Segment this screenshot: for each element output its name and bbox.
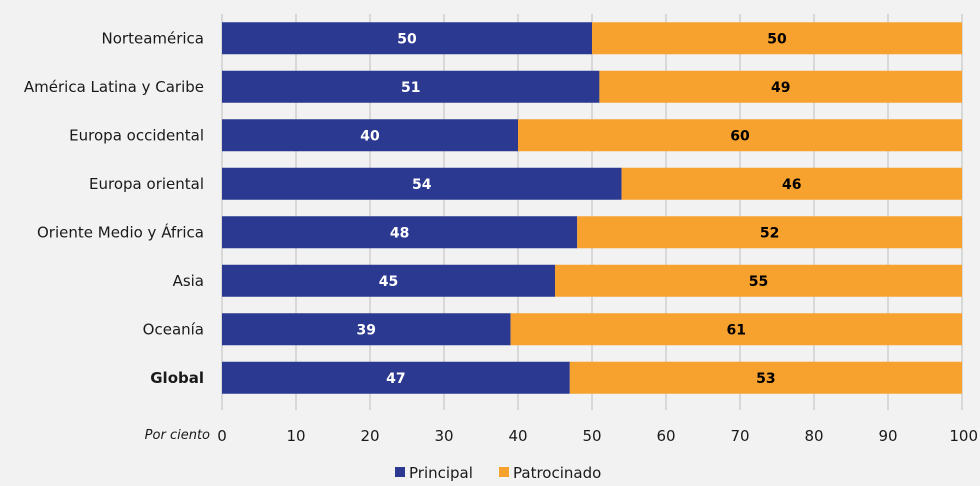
- x-tick-label: 10: [286, 427, 305, 445]
- x-tick-label: 40: [508, 427, 527, 445]
- value-label: 50: [767, 31, 787, 47]
- category-label: Europa occidental: [69, 126, 204, 144]
- x-tick-label: 70: [730, 427, 749, 445]
- category-label: América Latina y Caribe: [24, 78, 204, 96]
- category-labels: Norteamérica América Latina y Caribe Europ…: [24, 29, 204, 387]
- bar-principal: [222, 361, 570, 394]
- bar-principal: [222, 119, 518, 152]
- bar-patrocinado: [592, 22, 962, 55]
- category-label: Oriente Medio y África: [37, 222, 204, 241]
- legend: Principal Patrocinado: [395, 464, 601, 482]
- category-label: Global: [150, 369, 204, 387]
- x-tick-label: 50: [582, 427, 601, 445]
- legend-label: Principal: [409, 464, 473, 482]
- bars: 50 50 51 49 40 60 54 46 48 52 45 55 39 61 47 53: [222, 22, 962, 394]
- value-label: 55: [749, 274, 768, 290]
- bar-principal: [222, 264, 555, 297]
- bar-principal: [222, 167, 622, 200]
- value-label: 49: [771, 80, 790, 96]
- x-tick-label: 0: [217, 427, 227, 445]
- bar-principal: [222, 313, 511, 346]
- value-label: 50: [397, 31, 417, 47]
- x-tick-label: 90: [878, 427, 897, 445]
- x-axis-unit-label: Por ciento: [145, 428, 210, 443]
- value-label: 61: [727, 322, 746, 338]
- bar-patrocinado: [599, 70, 962, 103]
- category-label: Asia: [173, 272, 204, 290]
- value-label: 40: [360, 128, 380, 144]
- category-label: Europa oriental: [89, 175, 204, 193]
- legend-swatch: [499, 467, 509, 477]
- bar-patrocinado: [555, 264, 962, 297]
- value-label: 45: [379, 274, 398, 290]
- bar-patrocinado: [621, 167, 962, 200]
- value-label: 52: [760, 225, 779, 241]
- x-tick-label: 80: [804, 427, 823, 445]
- bar-principal: [222, 216, 578, 249]
- legend-swatch: [395, 467, 405, 477]
- value-label: 46: [782, 177, 801, 193]
- category-label: Oceanía: [143, 320, 204, 338]
- value-label: 53: [756, 371, 775, 387]
- value-label: 47: [386, 371, 405, 387]
- category-label: Norteamérica: [102, 29, 204, 47]
- value-label: 51: [401, 80, 420, 96]
- value-label: 60: [730, 128, 750, 144]
- value-label: 48: [390, 225, 409, 241]
- bar-patrocinado: [510, 313, 962, 346]
- x-tick-label: 30: [434, 427, 453, 445]
- value-label: 54: [412, 177, 432, 193]
- bar-patrocinado: [518, 119, 962, 152]
- legend-label: Patrocinado: [513, 464, 601, 482]
- x-tick-label: 20: [360, 427, 379, 445]
- x-axis: Por ciento 0 10 20 30 40 50 60 70 80 90 100: [145, 427, 978, 445]
- value-label: 39: [357, 322, 376, 338]
- bar-patrocinado: [577, 216, 962, 249]
- bar-patrocinado: [569, 361, 962, 394]
- bar-principal: [222, 22, 592, 55]
- x-tick-label: 60: [656, 427, 675, 445]
- bar-principal: [222, 70, 600, 103]
- x-tick-label: 100: [949, 427, 978, 445]
